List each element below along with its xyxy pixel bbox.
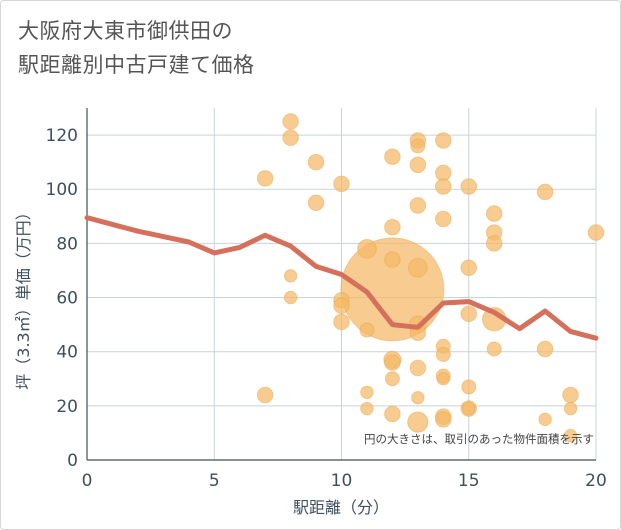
data-point	[307, 153, 325, 171]
average-line-path	[84, 215, 599, 341]
data-point	[435, 178, 452, 195]
data-point	[357, 238, 377, 259]
data-point	[409, 156, 427, 174]
data-point	[307, 194, 325, 212]
data-point	[587, 224, 605, 241]
data-point	[435, 210, 452, 228]
y-tick-label: 0	[67, 451, 78, 471]
data-point	[256, 170, 274, 187]
data-point	[536, 340, 554, 358]
data-point	[407, 411, 429, 433]
data-point	[562, 386, 579, 404]
data-point	[256, 386, 274, 404]
average-price-line	[84, 215, 599, 341]
data-point	[435, 411, 452, 428]
y-tick-label: 20	[56, 397, 78, 417]
data-point	[411, 390, 425, 405]
data-point	[384, 148, 401, 166]
y-tick-label: 60	[56, 289, 78, 309]
data-point	[384, 371, 400, 387]
data-point	[462, 401, 476, 416]
y-tick-label: 120	[46, 126, 78, 146]
y-tick-label: 40	[56, 343, 78, 363]
data-point	[460, 178, 478, 195]
size-legend-note: 円の大きさは、取引のあった物件面積を示す	[364, 432, 594, 446]
x-tick-label: 10	[331, 471, 353, 491]
title-line-1: 大阪府大東市御供田の	[18, 19, 233, 43]
data-point	[333, 313, 350, 331]
data-point	[360, 385, 374, 400]
data-point	[384, 405, 401, 423]
x-tick-label: 15	[458, 471, 480, 491]
data-point	[333, 175, 350, 193]
data-point	[410, 138, 426, 154]
data-point	[460, 305, 478, 323]
data-point	[538, 412, 552, 427]
data-point	[384, 251, 401, 268]
data-point	[282, 113, 299, 130]
data-point	[409, 197, 427, 214]
data-point	[435, 346, 451, 362]
chart-title: 大阪府大東市御供田の 駅距離別中古戸建て価格	[18, 14, 438, 82]
data-point	[485, 235, 503, 252]
data-point	[436, 372, 451, 386]
x-tick-label: 0	[82, 471, 93, 491]
y-axis-title: 坪（3.3㎡）単価（万円）	[14, 204, 33, 389]
axis-ticks: 0 20 40 60 80 100 120 0 5 10 15 20	[46, 126, 607, 491]
data-point	[359, 322, 375, 338]
data-point	[563, 401, 578, 416]
data-point	[485, 205, 503, 222]
x-axis-title: 駅距離（分）	[293, 498, 389, 517]
x-tick-label: 5	[209, 471, 220, 491]
data-point	[407, 257, 428, 278]
data-point	[486, 341, 502, 357]
data-point	[283, 269, 298, 283]
data-point	[282, 129, 299, 147]
bubble-series	[256, 113, 605, 443]
data-point	[360, 401, 374, 416]
data-point	[536, 183, 554, 201]
title-line-2: 駅距離別中古戸建て価格	[18, 53, 255, 77]
data-point	[461, 379, 477, 395]
data-point	[409, 359, 427, 377]
data-point	[333, 297, 350, 314]
x-tick-label: 20	[585, 471, 607, 491]
y-tick-label: 80	[56, 234, 78, 254]
data-point	[384, 354, 401, 371]
data-point	[460, 259, 478, 277]
data-point	[283, 290, 298, 305]
data-point	[563, 428, 578, 443]
data-point	[384, 218, 401, 236]
data-point	[435, 132, 452, 149]
y-tick-label: 100	[46, 180, 78, 200]
